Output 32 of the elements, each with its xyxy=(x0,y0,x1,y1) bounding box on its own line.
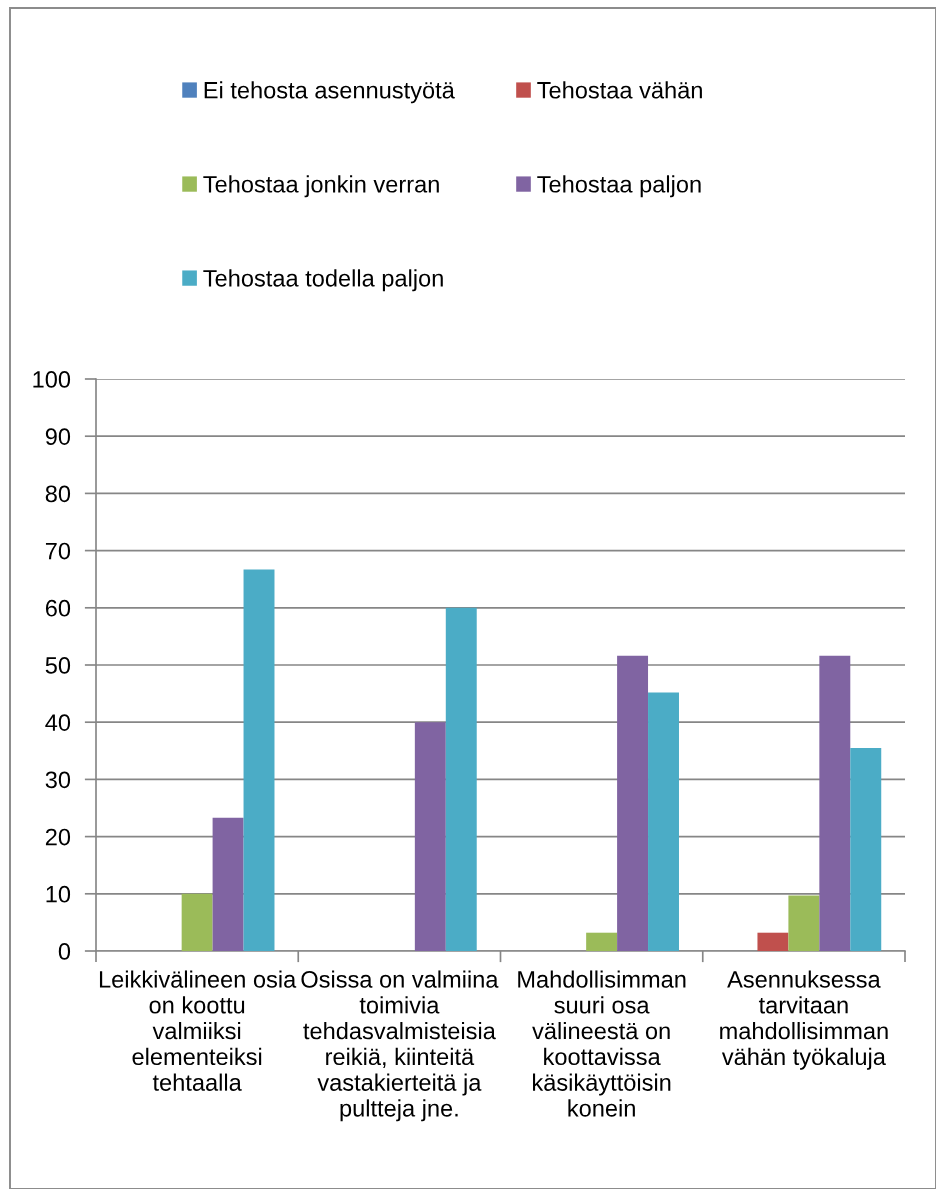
legend-label: Tehostaa jonkin verran xyxy=(203,175,439,198)
bar xyxy=(586,932,618,951)
bar xyxy=(757,932,789,951)
legend-label: Ei tehosta asennustyötä xyxy=(204,81,455,104)
bar xyxy=(617,655,649,951)
bar xyxy=(181,893,213,951)
y-tick-label: 30 xyxy=(45,771,71,789)
x-tick-label: Asennuksessa tarvitaan mahdollisimman vähän työkaluja xyxy=(720,970,888,1070)
bar xyxy=(819,655,851,951)
bar xyxy=(212,817,244,951)
y-tick-label: 100 xyxy=(33,371,71,388)
y-tick-label: 20 xyxy=(45,828,71,846)
y-tick-label: 60 xyxy=(45,599,71,617)
y-tick-label: 80 xyxy=(45,485,71,503)
y-tick-label: 0 xyxy=(58,943,71,960)
x-tick-label: Leikkivälineen osia on koottu valmiiksi elementeiksi tehtaalla xyxy=(99,970,297,1091)
bar xyxy=(414,722,446,951)
bar xyxy=(648,692,679,951)
y-tick-label: 90 xyxy=(45,428,71,445)
legend-label: Tehostaa vähän xyxy=(537,81,702,99)
legend-label: Tehostaa paljon xyxy=(537,175,701,198)
y-tick-label: 50 xyxy=(45,657,71,674)
legend-label: Tehostaa todella paljon xyxy=(203,269,443,292)
bar xyxy=(243,569,275,951)
bar xyxy=(445,607,477,951)
x-tick-label: Mahdollisimman suuri osa välineestä on koottavissa käsikäyttöisin konein xyxy=(518,970,686,1117)
x-tick-label: Osissa on valmiina toimivia tehdasvalmisteisia reikiä, kiinteitä vastakierteitä ja pultteja jne. xyxy=(301,970,499,1122)
bar xyxy=(788,895,820,951)
y-tick-label: 10 xyxy=(46,885,71,903)
y-tick-label: 70 xyxy=(45,542,71,560)
bar xyxy=(850,747,882,951)
y-tick-label: 40 xyxy=(45,714,71,731)
